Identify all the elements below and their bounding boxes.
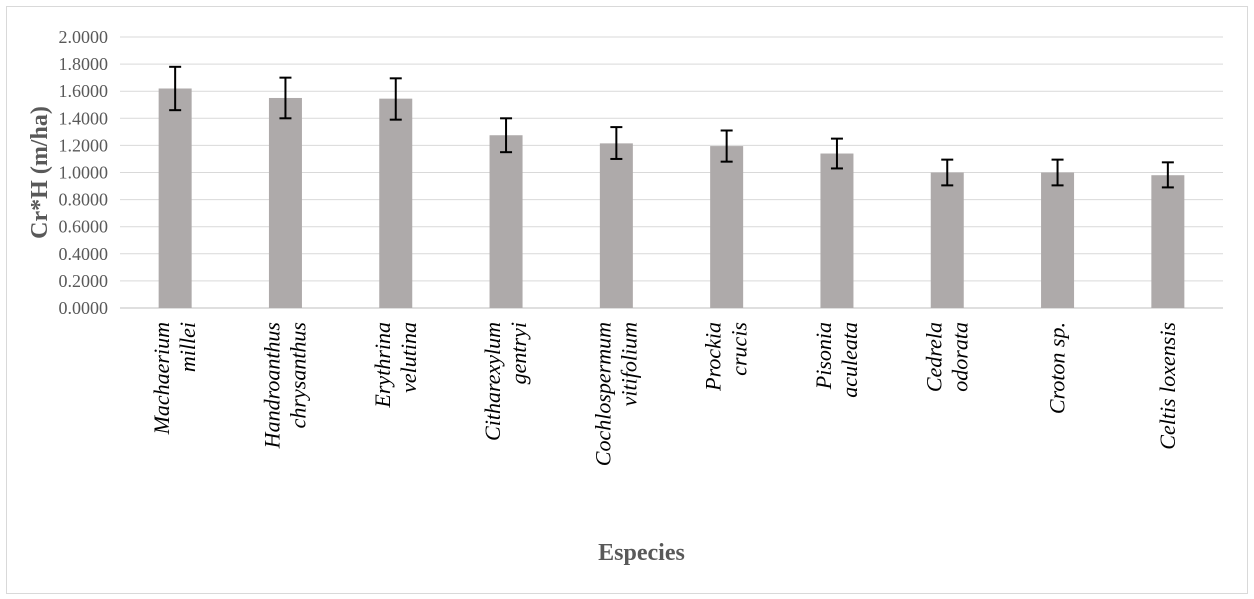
bar	[268, 97, 302, 308]
x-category-label: Cedrelaodorata	[921, 322, 972, 392]
bar	[820, 153, 854, 308]
error-bar	[941, 158, 954, 187]
y-tick-label: 1.6000	[59, 81, 109, 101]
error-bar	[1161, 161, 1174, 189]
y-axis-title: Cr*H (m/ha)	[27, 106, 53, 239]
x-category-label: Erythrinavelutina	[370, 322, 421, 409]
bar	[1041, 172, 1075, 308]
error-bar	[169, 65, 182, 112]
error-bar	[279, 76, 292, 120]
x-category-label: Pisoniaaculeata	[811, 322, 862, 398]
bar	[1151, 175, 1185, 308]
chart-frame: 0.0000 0.2000 0.4000 0.6000 0.8000 1.0000 1.20…	[6, 6, 1248, 594]
y-tick-label: 0.6000	[59, 217, 109, 237]
error-bar	[610, 126, 623, 160]
error-bar	[500, 117, 513, 154]
error-bar	[1051, 158, 1064, 187]
x-axis-title: Especies	[598, 540, 685, 566]
y-tick-label: 0.4000	[59, 244, 109, 264]
x-category-label: Machaeriummillei	[149, 322, 200, 435]
x-category-label: Croton sp.	[1045, 322, 1070, 414]
bar	[710, 146, 744, 308]
y-tick-label: 1.0000	[59, 163, 109, 183]
y-tick-label: 1.8000	[59, 54, 109, 74]
y-tick-label: 1.4000	[59, 108, 109, 128]
x-category-label: Celtis loxensis	[1155, 322, 1180, 450]
bar	[379, 98, 413, 308]
bar	[599, 143, 633, 308]
error-bar	[389, 77, 402, 121]
x-axis-category-labels: Machaeriummillei Handroanthuschrysanthus E…	[149, 322, 1180, 466]
error-bar	[720, 129, 733, 163]
x-category-label: Prockiacrucis	[701, 322, 752, 392]
gridlines	[120, 36, 1223, 309]
y-tick-label: 0.0000	[59, 298, 109, 318]
x-category-label: Citharexylumgentryi	[480, 322, 531, 441]
x-category-label: Cochlospermumvitifolium	[590, 322, 641, 466]
y-axis-ticks: 0.0000 0.2000 0.4000 0.6000 0.8000 1.0000 1.20…	[59, 27, 109, 318]
y-tick-label: 0.8000	[59, 190, 109, 210]
error-bars	[169, 65, 1174, 189]
y-tick-label: 1.2000	[59, 135, 109, 155]
y-tick-label: 2.0000	[59, 27, 109, 47]
error-bar	[830, 137, 843, 170]
y-tick-label: 0.2000	[59, 271, 109, 291]
bars	[158, 88, 1185, 309]
bar-chart: 0.0000 0.2000 0.4000 0.6000 0.8000 1.0000 1.20…	[27, 27, 1223, 566]
bar	[489, 135, 523, 308]
bar	[930, 172, 964, 308]
x-category-label: Handroanthuschrysanthus	[259, 322, 310, 449]
bar	[158, 88, 192, 309]
